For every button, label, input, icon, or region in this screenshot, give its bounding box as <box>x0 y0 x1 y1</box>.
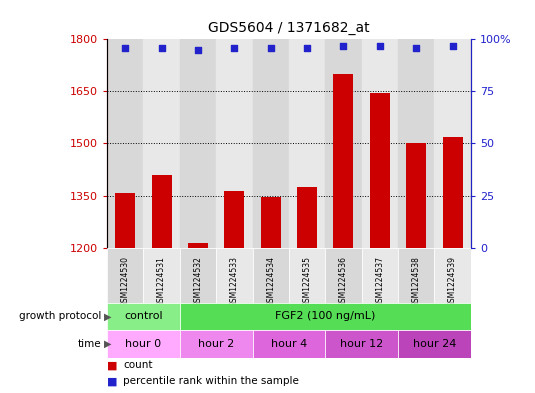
Text: GSM1224532: GSM1224532 <box>194 256 202 307</box>
Text: time: time <box>78 339 102 349</box>
Point <box>303 44 311 51</box>
Bar <box>333 74 354 248</box>
Point <box>448 42 457 49</box>
Bar <box>224 191 244 248</box>
Bar <box>398 39 434 248</box>
Text: GSM1224535: GSM1224535 <box>303 256 311 307</box>
Bar <box>216 39 253 248</box>
Bar <box>180 330 253 358</box>
Bar <box>143 248 180 303</box>
Bar <box>180 39 216 248</box>
Bar <box>398 330 471 358</box>
Bar <box>253 248 289 303</box>
Bar <box>434 248 471 303</box>
Bar <box>107 39 143 248</box>
Text: FGF2 (100 ng/mL): FGF2 (100 ng/mL) <box>275 311 376 321</box>
Text: growth protocol: growth protocol <box>19 311 102 321</box>
Point <box>412 44 421 51</box>
Text: hour 0: hour 0 <box>125 339 162 349</box>
Bar <box>325 39 362 248</box>
Bar <box>434 39 471 248</box>
Bar <box>442 137 463 248</box>
Bar <box>362 39 398 248</box>
Text: GSM1224537: GSM1224537 <box>376 256 384 307</box>
Text: hour 12: hour 12 <box>340 339 383 349</box>
Bar <box>398 248 434 303</box>
Bar <box>180 303 471 330</box>
Bar <box>143 39 180 248</box>
Text: ■: ■ <box>107 360 118 371</box>
Text: control: control <box>124 311 163 321</box>
Bar <box>289 248 325 303</box>
Bar <box>151 174 172 248</box>
Text: hour 24: hour 24 <box>412 339 456 349</box>
Text: GSM1224539: GSM1224539 <box>448 256 457 307</box>
Bar <box>253 39 289 248</box>
Text: count: count <box>123 360 152 371</box>
Bar <box>180 248 216 303</box>
Point <box>157 44 166 51</box>
Bar <box>107 248 143 303</box>
Text: hour 2: hour 2 <box>198 339 234 349</box>
Title: GDS5604 / 1371682_at: GDS5604 / 1371682_at <box>208 22 370 35</box>
Bar <box>370 93 390 248</box>
Text: ■: ■ <box>107 376 118 386</box>
Text: GSM1224533: GSM1224533 <box>230 256 239 307</box>
Text: ▶: ▶ <box>104 339 112 349</box>
Bar <box>325 330 398 358</box>
Point <box>339 42 348 49</box>
Bar <box>362 248 398 303</box>
Bar <box>406 143 426 248</box>
Point <box>194 46 202 53</box>
Bar <box>216 248 253 303</box>
Point <box>230 44 239 51</box>
Bar <box>261 196 281 248</box>
Point <box>376 42 384 49</box>
Bar <box>253 330 325 358</box>
Text: GSM1224530: GSM1224530 <box>121 256 129 307</box>
Point <box>266 44 275 51</box>
Bar <box>325 248 362 303</box>
Text: hour 4: hour 4 <box>271 339 307 349</box>
Point <box>121 44 129 51</box>
Bar <box>115 193 135 248</box>
Bar <box>107 330 180 358</box>
Bar <box>107 303 180 330</box>
Text: GSM1224538: GSM1224538 <box>412 256 421 307</box>
Bar <box>188 243 208 248</box>
Text: ▶: ▶ <box>104 311 112 321</box>
Bar <box>297 187 317 248</box>
Text: GSM1224534: GSM1224534 <box>266 256 275 307</box>
Text: GSM1224531: GSM1224531 <box>157 256 166 307</box>
Text: GSM1224536: GSM1224536 <box>339 256 348 307</box>
Text: percentile rank within the sample: percentile rank within the sample <box>123 376 299 386</box>
Bar <box>289 39 325 248</box>
